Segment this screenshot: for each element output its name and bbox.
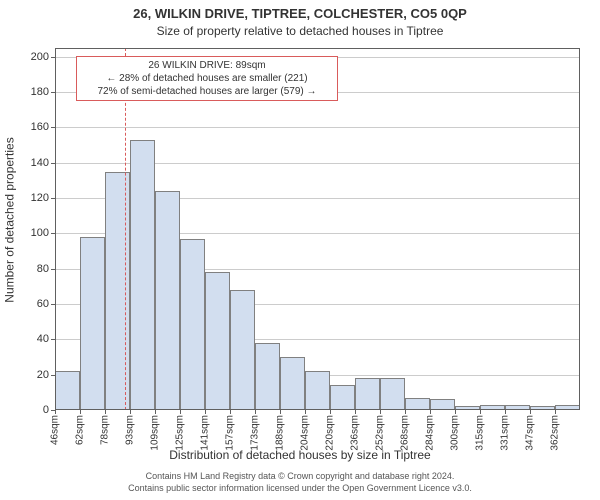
x-tick-mark [530, 410, 531, 414]
y-tick-label: 160 [31, 121, 49, 133]
x-tick-label: 46sqm [50, 415, 61, 445]
x-tick-label: 62sqm [75, 415, 86, 445]
y-tick-label: 120 [31, 192, 49, 204]
x-tick-label: 78sqm [100, 415, 111, 445]
plot-border [55, 48, 580, 410]
x-tick-mark [505, 410, 506, 414]
chart-root: 26, WILKIN DRIVE, TIPTREE, COLCHESTER, C… [0, 0, 600, 500]
y-axis-label: Number of detached properties [3, 137, 17, 302]
footer-line-2: Contains public sector information licen… [0, 482, 600, 494]
x-tick-label: 204sqm [300, 415, 311, 451]
x-tick-label: 157sqm [225, 415, 236, 451]
y-tick-label: 20 [37, 369, 49, 381]
y-tick-label: 0 [43, 404, 49, 416]
x-tick-label: 331sqm [500, 415, 511, 451]
x-tick-mark [455, 410, 456, 414]
x-tick-label: 236sqm [350, 415, 361, 451]
x-tick-mark [155, 410, 156, 414]
x-tick-label: 252sqm [375, 415, 386, 451]
x-tick-label: 315sqm [475, 415, 486, 451]
x-tick-mark [380, 410, 381, 414]
y-tick-label: 60 [37, 298, 49, 310]
y-tick-label: 80 [37, 263, 49, 275]
x-tick-mark [255, 410, 256, 414]
attribution-footer: Contains HM Land Registry data © Crown c… [0, 470, 600, 494]
x-tick-mark [105, 410, 106, 414]
x-tick-label: 347sqm [525, 415, 536, 451]
x-tick-mark [80, 410, 81, 414]
x-tick-label: 268sqm [400, 415, 411, 451]
x-tick-mark [55, 410, 56, 414]
x-tick-mark [355, 410, 356, 414]
x-tick-mark [430, 410, 431, 414]
x-tick-mark [230, 410, 231, 414]
x-tick-mark [405, 410, 406, 414]
x-tick-mark [330, 410, 331, 414]
x-tick-mark [555, 410, 556, 414]
footer-line-1: Contains HM Land Registry data © Crown c… [0, 470, 600, 482]
x-tick-mark [180, 410, 181, 414]
chart-subtitle: Size of property relative to detached ho… [0, 24, 600, 38]
x-tick-mark [280, 410, 281, 414]
x-tick-label: 188sqm [275, 415, 286, 451]
plot-area: 02040608010012014016018020046sqm62sqm78s… [55, 48, 580, 410]
x-tick-label: 141sqm [200, 415, 211, 451]
x-axis-label: Distribution of detached houses by size … [0, 448, 600, 462]
x-tick-mark [130, 410, 131, 414]
x-tick-label: 93sqm [125, 415, 136, 445]
x-tick-label: 173sqm [250, 415, 261, 451]
y-axis-label-wrap: Number of detached properties [0, 0, 20, 440]
x-tick-mark [205, 410, 206, 414]
y-tick-label: 100 [31, 227, 49, 239]
x-tick-mark [305, 410, 306, 414]
y-tick-label: 40 [37, 333, 49, 345]
x-tick-label: 362sqm [550, 415, 561, 451]
x-tick-label: 109sqm [150, 415, 161, 451]
x-tick-label: 125sqm [175, 415, 186, 451]
x-tick-label: 284sqm [425, 415, 436, 451]
chart-title: 26, WILKIN DRIVE, TIPTREE, COLCHESTER, C… [0, 6, 600, 21]
x-tick-label: 220sqm [325, 415, 336, 451]
y-tick-label: 180 [31, 86, 49, 98]
x-tick-mark [480, 410, 481, 414]
y-tick-label: 140 [31, 157, 49, 169]
y-tick-label: 200 [31, 51, 49, 63]
x-tick-label: 300sqm [450, 415, 461, 451]
